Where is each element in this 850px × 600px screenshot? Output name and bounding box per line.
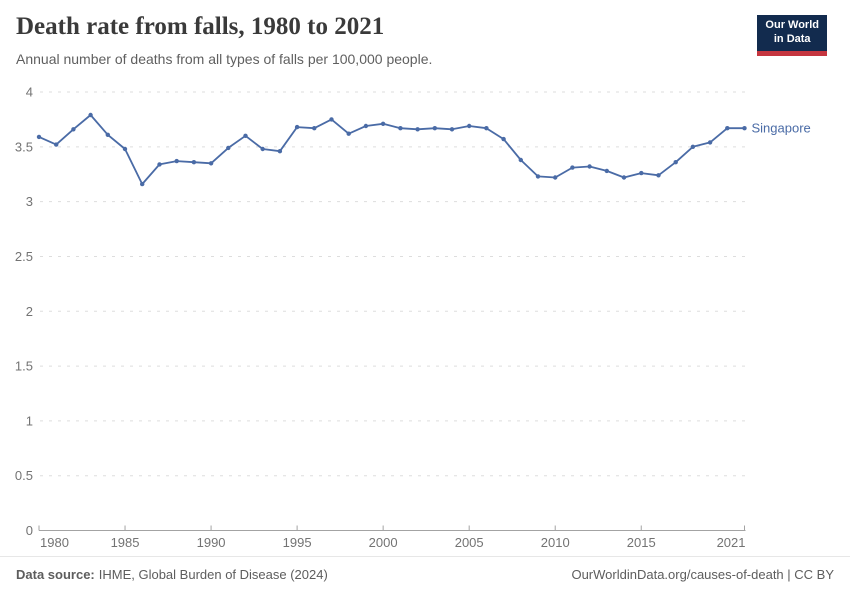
data-point-marker <box>501 136 506 142</box>
data-point-marker <box>725 126 730 131</box>
x-axis-tick-label: 2015 <box>627 535 656 550</box>
data-point-marker <box>639 170 644 176</box>
data-point-marker <box>54 142 59 147</box>
data-source-label: Data source: <box>16 567 95 582</box>
singapore-series-line <box>38 114 746 185</box>
y-axis-tick-label: 3.5 <box>15 139 33 154</box>
data-point-marker <box>604 168 609 174</box>
data-point-marker <box>621 175 627 180</box>
series-label-singapore: Singapore <box>752 121 811 136</box>
data-point-marker <box>294 124 300 130</box>
chart-title: Death rate from falls, 1980 to 2021 <box>16 13 385 40</box>
data-point-marker <box>707 140 713 145</box>
y-axis-tick-label: 3 <box>26 194 33 209</box>
x-axis-tick-label: 2021 <box>717 535 746 550</box>
chart-subtitle: Annual number of deaths from all types o… <box>16 51 433 67</box>
data-source-note: Data source: IHME, Global Burden of Disea… <box>16 567 328 582</box>
data-point-marker <box>656 173 661 178</box>
data-point-marker <box>673 160 678 165</box>
data-point-marker <box>449 127 455 132</box>
data-point-marker <box>208 161 214 166</box>
data-point-marker <box>105 132 111 137</box>
data-point-marker <box>140 181 145 187</box>
y-axis-tick-label: 0.5 <box>15 468 33 483</box>
data-point-marker <box>553 175 558 180</box>
footer-divider <box>0 556 850 557</box>
data-point-marker <box>226 145 231 151</box>
owid-logo[interactable]: Our World in Data <box>757 15 827 56</box>
data-point-marker <box>191 160 197 165</box>
y-axis-tick-label: 1.5 <box>15 359 33 374</box>
data-point-marker <box>243 133 248 138</box>
data-point-marker <box>71 127 76 132</box>
data-point-marker <box>690 144 696 149</box>
x-axis-tick-label: 2005 <box>455 535 484 550</box>
y-axis-tick-label: 0 <box>26 523 33 538</box>
y-axis-tick-label: 1 <box>26 413 33 428</box>
credit-link[interactable]: OurWorldinData.org/causes-of-death | CC … <box>571 567 834 582</box>
data-point-marker <box>260 146 265 152</box>
data-point-marker <box>415 127 420 132</box>
data-point-marker <box>157 162 162 167</box>
data-point-marker <box>742 126 747 131</box>
data-point-marker <box>398 126 403 131</box>
data-point-marker <box>467 123 472 129</box>
y-axis-tick-label: 4 <box>26 85 33 100</box>
data-point-marker <box>432 126 437 131</box>
x-axis-tick-label: 2000 <box>369 535 398 550</box>
data-point-marker <box>312 126 317 131</box>
data-point-marker <box>518 157 523 163</box>
y-axis-tick-label: 2.5 <box>15 249 33 264</box>
data-point-marker <box>277 149 283 154</box>
owid-logo-line2: in Data <box>773 32 811 45</box>
data-point-marker <box>363 123 369 129</box>
data-point-marker <box>535 174 541 179</box>
data-point-marker <box>88 112 93 118</box>
data-point-marker <box>122 146 128 152</box>
data-point-marker <box>174 158 179 164</box>
owid-logo-line1: Our World <box>765 19 819 31</box>
x-axis-tick-label: 1980 <box>40 535 69 550</box>
data-point-marker <box>380 121 386 127</box>
data-point-marker <box>36 134 42 140</box>
y-axis-tick-label: 2 <box>26 304 33 319</box>
data-point-marker <box>329 117 334 122</box>
x-axis-tick-label: 1990 <box>197 535 226 550</box>
data-point-marker <box>484 126 489 131</box>
data-point-marker <box>346 131 351 136</box>
data-point-marker <box>570 165 575 170</box>
x-axis-tick-label: 1995 <box>283 535 312 550</box>
x-axis-tick-label: 2010 <box>541 535 570 550</box>
data-point-marker <box>587 164 592 169</box>
data-source-text: IHME, Global Burden of Disease (2024) <box>98 567 328 582</box>
x-axis-tick-label: 1985 <box>111 535 140 550</box>
